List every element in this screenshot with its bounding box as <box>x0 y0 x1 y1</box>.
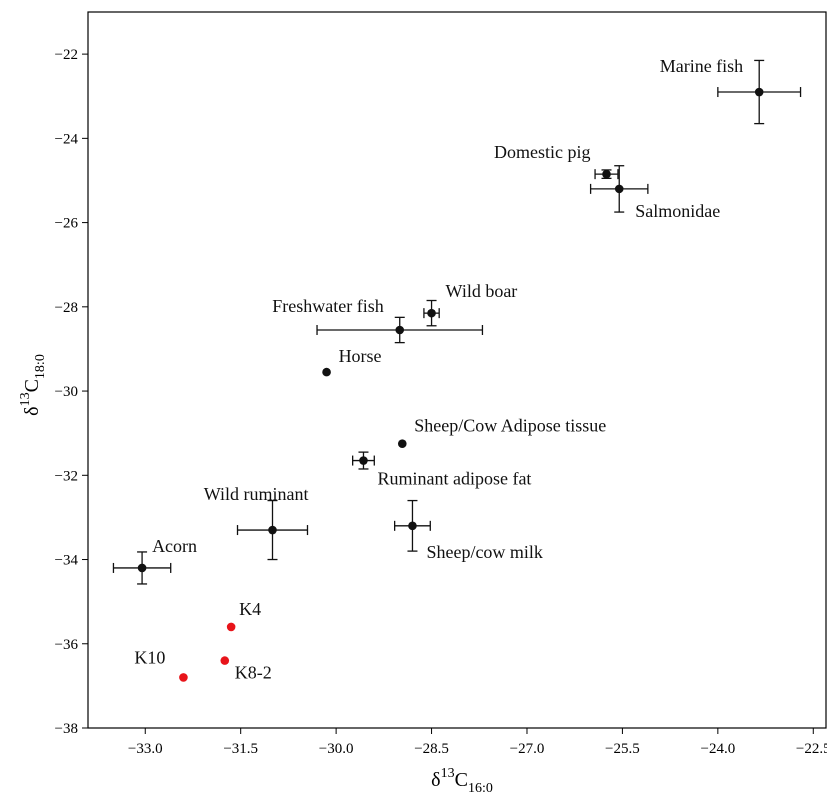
x-tick-label: −31.5 <box>223 741 258 757</box>
label-k10: K10 <box>134 647 165 667</box>
y-tick-label: −34 <box>55 553 79 569</box>
y-tick-label: −32 <box>55 468 78 484</box>
y-tick-label: −22 <box>55 47 78 63</box>
y-tick-label: −30 <box>55 384 78 400</box>
label-salmonidae: Salmonidae <box>635 201 720 221</box>
point-freshwater-fish <box>395 325 405 335</box>
x-tick-label: −30.0 <box>319 741 354 757</box>
data-points <box>137 87 764 682</box>
point-k4 <box>226 622 236 632</box>
label-sheep-cow-milk: Sheep/cow milk <box>426 542 542 562</box>
point-horse <box>322 367 331 377</box>
label-wild-boar: Wild boar <box>446 281 518 301</box>
point-sheep-cow-adipose-tissue <box>397 439 407 449</box>
x-tick-label: −28.5 <box>414 741 449 757</box>
point-wild-boar <box>427 308 436 318</box>
label-domestic-pig: Domestic pig <box>494 142 591 162</box>
x-axis-title: δ13C16:0 <box>431 766 493 796</box>
y-tick-label: −26 <box>55 216 79 232</box>
label-acorn: Acorn <box>152 536 197 556</box>
label-k4: K4 <box>239 599 261 619</box>
label-wild-ruminant: Wild ruminant <box>204 484 309 504</box>
y-tick-label: −36 <box>55 637 79 653</box>
x-tick-label: −22.5 <box>796 741 827 757</box>
point-labels: Marine fish Domestic pig Salmonidae Wild bo… <box>134 56 743 683</box>
point-salmonidae <box>614 184 624 194</box>
point-k8-2 <box>220 656 230 665</box>
point-ruminant-adipose-fat <box>359 456 368 465</box>
point-marine-fish <box>754 87 764 97</box>
y-tick-label: −38 <box>55 721 78 737</box>
label-freshwater-fish: Freshwater fish <box>272 296 383 316</box>
point-wild-ruminant <box>268 525 277 535</box>
axes: −33.0 −31.5 −30.0 −28.5 −27.0 −25.5 −24.0 −22.5… <box>55 11 827 757</box>
label-horse: Horse <box>339 346 382 366</box>
label-sheep-cow-adipose-tissue: Sheep/Cow Adipose tissue <box>414 416 606 436</box>
point-k10 <box>179 673 188 682</box>
label-k8-2: K8-2 <box>235 663 272 683</box>
label-marine-fish: Marine fish <box>660 56 743 76</box>
label-ruminant-adipose-fat: Ruminant adipose fat <box>377 469 531 489</box>
plot-frame <box>87 11 827 729</box>
x-tick-label: −24.0 <box>700 741 735 757</box>
point-sheep-cow-milk <box>408 521 417 531</box>
x-tick-label: −25.5 <box>605 741 640 757</box>
point-domestic-pig <box>602 169 611 179</box>
y-axis-title: δ13C18:0 <box>18 354 48 416</box>
x-tick-label: −27.0 <box>510 741 545 757</box>
y-tick-label: −24 <box>55 131 79 147</box>
x-tick-label: −33.0 <box>128 741 163 757</box>
point-acorn <box>137 563 147 573</box>
y-tick-label: −28 <box>55 300 78 316</box>
error-bars <box>112 59 802 585</box>
